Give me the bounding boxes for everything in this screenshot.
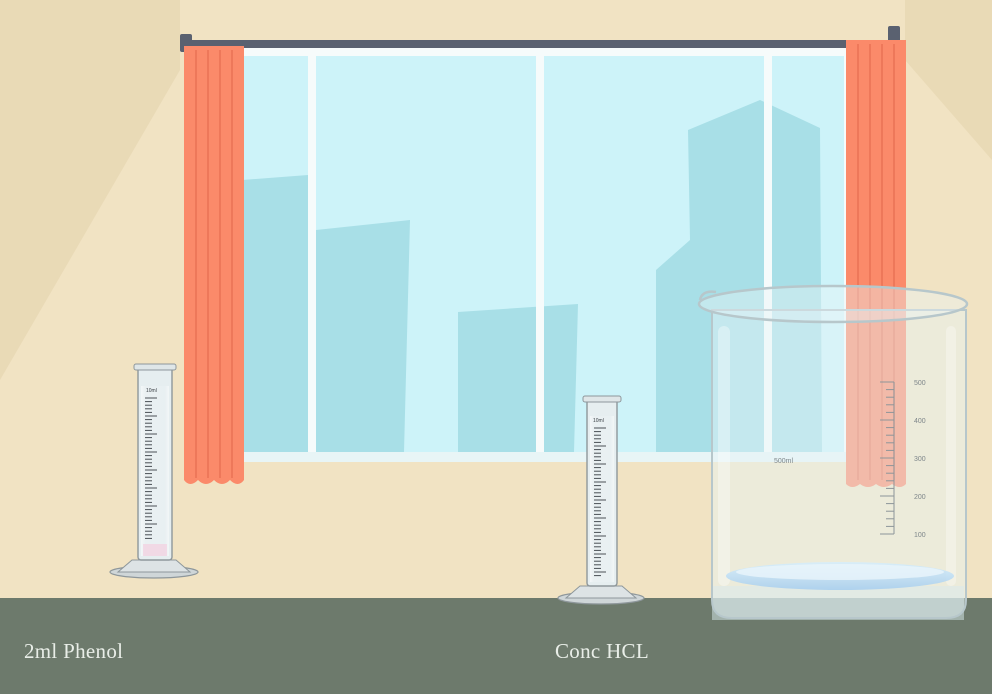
curtain-right [846, 40, 906, 487]
label-phenol: 2ml Phenol [24, 639, 124, 663]
label-conc-hcl: Conc HCL [555, 639, 649, 663]
short-cylinder: 10ml [557, 395, 645, 605]
beaker-scale-label: 400 [914, 418, 926, 425]
curtain-rod [182, 40, 900, 48]
beaker-scale-label: 200 [914, 494, 926, 501]
beaker-500ml: 500 400 300 200 100 500ml [697, 284, 969, 620]
wall-shadow-right [905, 0, 992, 160]
beaker-capacity-label: 500ml [774, 458, 794, 465]
city-buildings [242, 100, 822, 452]
curtain-left [184, 46, 244, 484]
beaker-scale-label: 500 [914, 380, 926, 387]
window-mullions [308, 56, 772, 452]
tall-cylinder-volume-label: 10ml [146, 388, 157, 394]
beaker-scale-label: 300 [914, 456, 926, 463]
short-cylinder-volume-label: 10ml [593, 418, 604, 424]
curtain-rod-end-right [888, 26, 900, 44]
beaker-scale-label: 100 [914, 532, 926, 539]
window-sill [232, 452, 854, 462]
tall-cylinder: 10ml [109, 363, 199, 579]
wall-shadow-left [0, 0, 180, 380]
